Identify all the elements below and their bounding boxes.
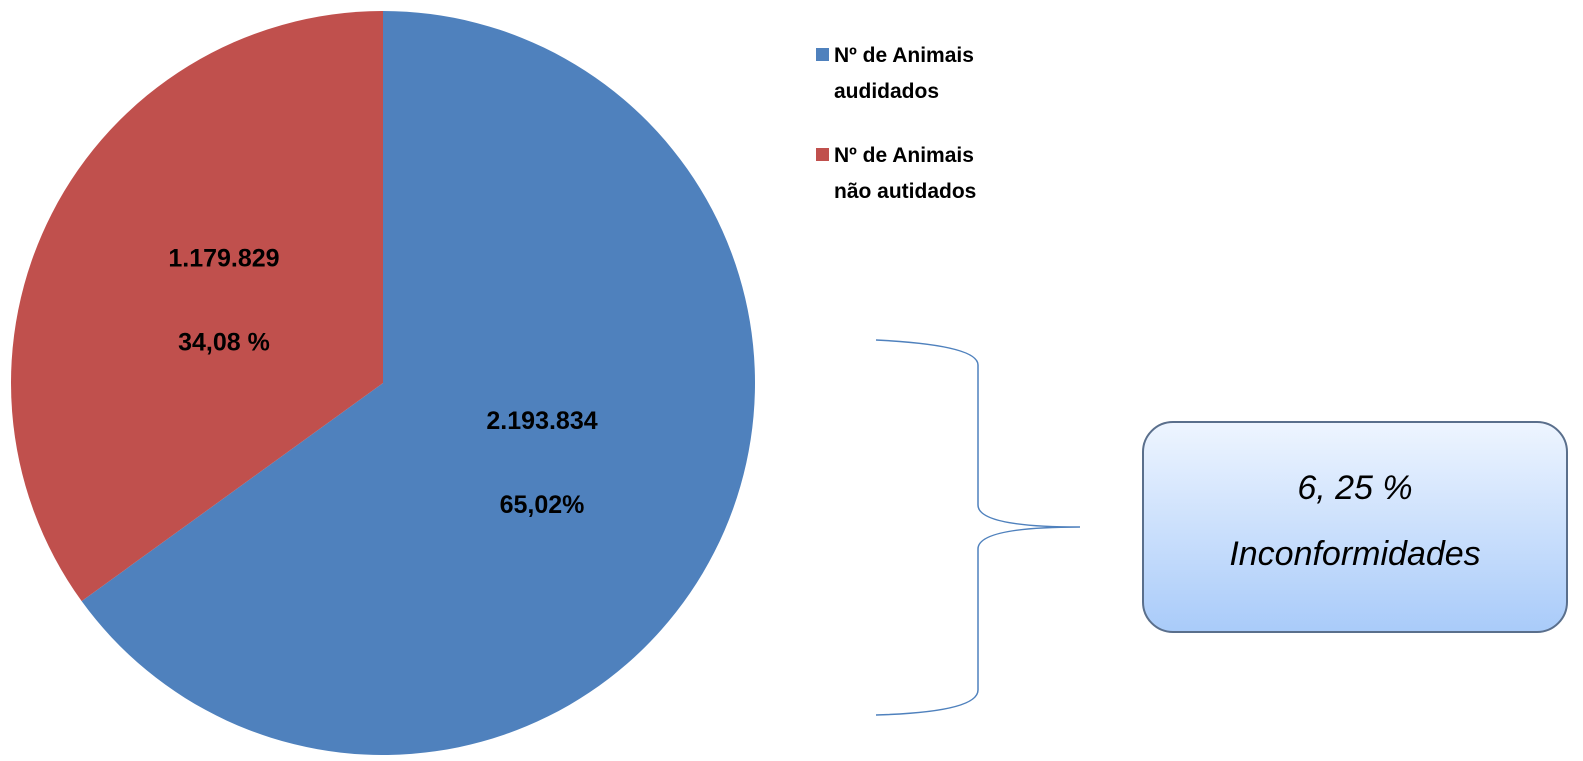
annotation-text: 6, 25 %: [1297, 469, 1412, 507]
annotation-box: [1142, 421, 1568, 633]
brace: [875, 339, 1081, 716]
legend-swatch: [816, 48, 829, 61]
pie-slice: [81, 11, 756, 755]
value-label: 2.193.834: [486, 407, 597, 435]
percent-label: 65,02%: [500, 491, 585, 519]
legend-item: Nº de Animais não autidados: [816, 138, 1016, 210]
legend-label: Nº de Animais audidados: [834, 44, 974, 103]
pie-slice: [10, 10, 383, 602]
value-label: 1.179.829: [168, 244, 279, 272]
legend-item: Nº de Animais audidados: [816, 38, 1016, 110]
legend-label: Nº de Animais não autidados: [834, 144, 977, 203]
percent-label: 34,08 %: [178, 328, 270, 356]
legend-swatch: [816, 148, 829, 161]
annotation-text: Inconformidades: [1229, 535, 1480, 573]
legend: Nº de Animais audidados Nº de Animais não…: [816, 38, 1016, 238]
